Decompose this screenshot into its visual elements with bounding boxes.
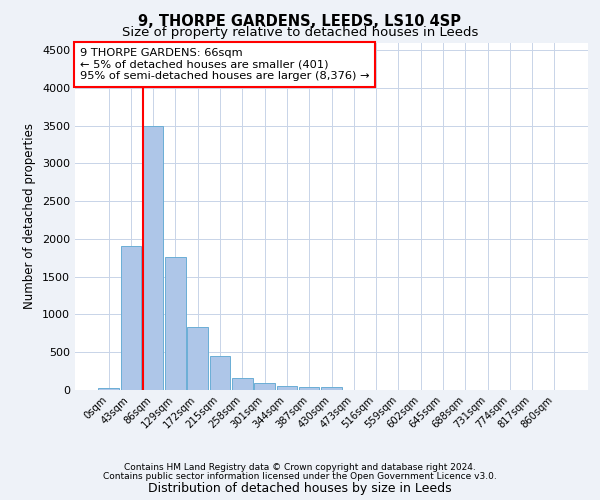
Bar [277, 386, 297, 390]
Bar [232, 378, 253, 390]
Text: Contains HM Land Registry data © Crown copyright and database right 2024.: Contains HM Land Registry data © Crown c… [124, 464, 476, 472]
Bar [187, 328, 208, 390]
Bar [321, 386, 342, 390]
Y-axis label: Number of detached properties: Number of detached properties [23, 123, 37, 309]
Text: 9 THORPE GARDENS: 66sqm
← 5% of detached houses are smaller (401)
95% of semi-de: 9 THORPE GARDENS: 66sqm ← 5% of detached… [80, 48, 370, 81]
Text: 9, THORPE GARDENS, LEEDS, LS10 4SP: 9, THORPE GARDENS, LEEDS, LS10 4SP [139, 14, 461, 29]
Bar [165, 257, 186, 390]
Bar [210, 356, 230, 390]
Bar [98, 388, 119, 390]
Bar [143, 126, 163, 390]
Text: Size of property relative to detached houses in Leeds: Size of property relative to detached ho… [122, 26, 478, 39]
Bar [254, 383, 275, 390]
Bar [299, 388, 319, 390]
Bar [121, 246, 141, 390]
Text: Distribution of detached houses by size in Leeds: Distribution of detached houses by size … [148, 482, 452, 495]
Text: Contains public sector information licensed under the Open Government Licence v3: Contains public sector information licen… [103, 472, 497, 481]
